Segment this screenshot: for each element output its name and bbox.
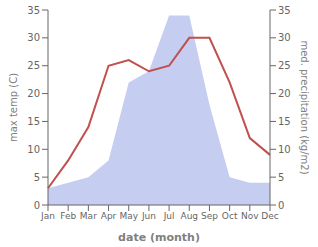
svg-text:30: 30 [278,32,291,43]
svg-text:Apr: Apr [101,211,117,221]
svg-text:Jun: Jun [141,211,156,221]
svg-text:10: 10 [27,144,40,155]
svg-text:0: 0 [278,200,284,211]
svg-text:med. precipitation (kg/m2): med. precipitation (kg/m2) [299,40,310,174]
svg-text:35: 35 [27,5,40,16]
svg-text:Aug: Aug [180,211,198,221]
svg-text:5: 5 [34,172,40,183]
svg-text:15: 15 [27,116,40,127]
svg-text:20: 20 [278,88,291,99]
svg-text:25: 25 [278,60,291,71]
svg-text:max temp (C): max temp (C) [8,73,19,142]
svg-text:Dec: Dec [261,211,278,221]
svg-text:Jan: Jan [40,211,55,221]
svg-text:Feb: Feb [60,211,76,221]
svg-text:25: 25 [27,60,40,71]
svg-text:Mar: Mar [80,211,97,221]
svg-text:Sep: Sep [201,211,218,221]
svg-text:5: 5 [278,172,284,183]
svg-text:0: 0 [34,200,40,211]
svg-text:15: 15 [278,116,291,127]
svg-text:20: 20 [27,88,40,99]
svg-text:date (month): date (month) [118,231,200,244]
svg-text:May: May [119,211,138,221]
svg-text:Jul: Jul [163,211,175,221]
svg-text:30: 30 [27,32,40,43]
svg-text:35: 35 [278,5,291,16]
svg-text:Nov: Nov [241,211,259,221]
svg-text:Oct: Oct [222,211,238,221]
svg-text:10: 10 [278,144,291,155]
